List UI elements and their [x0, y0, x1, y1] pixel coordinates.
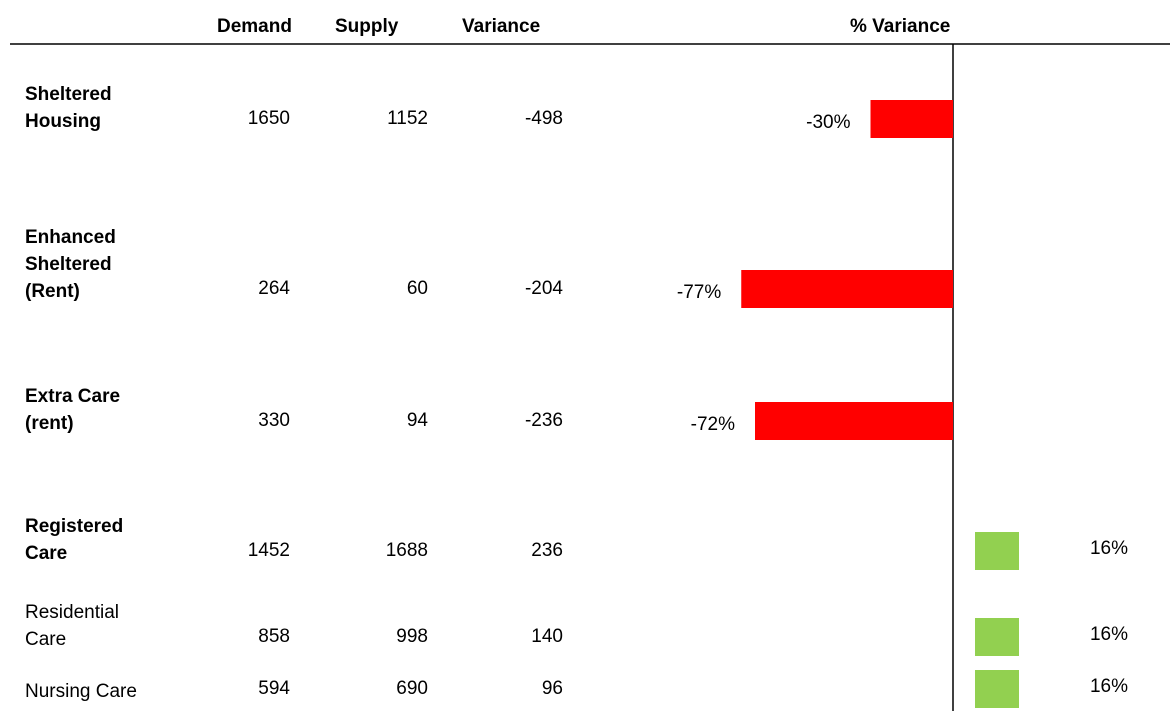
cell-demand: 858: [258, 626, 290, 647]
row-label: Sheltered Housing: [25, 84, 112, 132]
cell-supply: 94: [406, 410, 428, 431]
variance-bar: [975, 670, 1019, 708]
variance-bar: [741, 270, 953, 308]
column-header: % Variance: [850, 16, 951, 37]
bar-label: 16%: [1090, 624, 1128, 645]
cell-demand: 330: [258, 410, 290, 431]
cell-variance: 236: [531, 540, 563, 561]
bar-label: -77%: [677, 282, 721, 303]
cell-variance: -498: [524, 108, 563, 129]
variance-bar: [870, 100, 953, 138]
cell-supply: 998: [396, 626, 428, 647]
variance-bar: [975, 618, 1019, 656]
cell-supply: 60: [406, 278, 428, 299]
column-header: Demand: [217, 16, 292, 37]
bar-label: 16%: [1090, 676, 1128, 697]
cell-demand: 1452: [247, 540, 290, 561]
variance-bar: [975, 532, 1019, 570]
row-label: Residential Care: [25, 602, 119, 650]
cell-supply: 690: [396, 678, 428, 699]
cell-variance: -236: [524, 410, 563, 431]
row-label: Enhanced Sheltered (Rent): [25, 227, 116, 302]
cell-supply: 1152: [387, 108, 428, 129]
bar-label: 16%: [1090, 538, 1128, 559]
variance-bar: [755, 402, 953, 440]
column-header: Supply: [335, 16, 399, 37]
cell-variance: 96: [541, 678, 563, 699]
cell-demand: 594: [258, 678, 290, 699]
row-label: Registered Care: [25, 516, 124, 564]
cell-demand: 1650: [247, 108, 290, 129]
row-label: Nursing Care: [25, 681, 137, 702]
bar-label: -30%: [806, 112, 850, 133]
cell-supply: 1688: [385, 540, 428, 561]
cell-variance: -204: [524, 278, 563, 299]
column-header: Variance: [462, 16, 541, 37]
bar-label: -72%: [691, 414, 735, 435]
row-label: Extra Care (rent): [25, 386, 121, 434]
cell-demand: 264: [258, 278, 290, 299]
cell-variance: 140: [531, 626, 563, 647]
